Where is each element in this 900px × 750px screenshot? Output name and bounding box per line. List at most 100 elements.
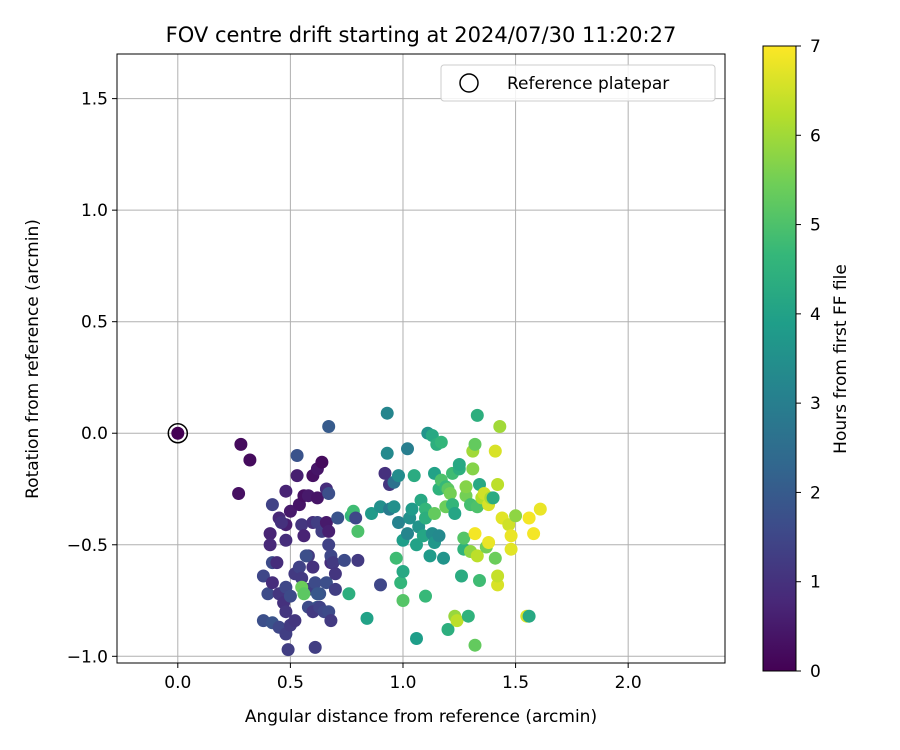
data-point <box>401 527 414 541</box>
data-point <box>443 487 457 500</box>
data-point <box>527 527 541 541</box>
chart-title: FOV centre drift starting at 2024/07/30 … <box>166 23 677 47</box>
data-point <box>387 500 401 514</box>
data-point <box>392 516 405 529</box>
data-point <box>337 553 351 567</box>
data-point <box>306 560 320 574</box>
data-point <box>290 449 304 462</box>
data-point <box>351 524 365 538</box>
data-point <box>297 587 311 601</box>
data-point <box>522 609 536 623</box>
data-point <box>310 587 324 601</box>
data-point <box>281 643 295 657</box>
legend-label: Reference platepar <box>507 74 669 94</box>
data-point <box>470 408 484 422</box>
data-point <box>455 569 468 583</box>
data-point <box>452 458 466 471</box>
colorbar-gradient <box>762 45 797 672</box>
colorbar-tick-label: 3 <box>810 394 821 414</box>
data-point <box>396 594 410 607</box>
y-tick-label: 0.0 <box>81 424 108 444</box>
data-point <box>401 442 414 456</box>
reference-marker-ring <box>167 422 189 444</box>
data-point <box>322 420 336 433</box>
data-point <box>374 578 387 592</box>
data-point <box>270 556 284 570</box>
data-point <box>396 565 410 578</box>
data-point <box>470 549 484 563</box>
colorbar-tick-label: 0 <box>810 662 821 682</box>
reference-marker-point <box>171 426 185 440</box>
data-point <box>263 527 277 541</box>
data-point <box>473 574 486 587</box>
data-point <box>279 484 293 498</box>
data-point <box>392 469 405 483</box>
data-point <box>351 553 365 567</box>
data-point <box>295 571 309 585</box>
data-point <box>274 516 288 529</box>
colorbar-tick-label: 4 <box>810 305 821 325</box>
data-point <box>299 549 313 563</box>
data-point <box>319 576 333 590</box>
colorbar-tick-label: 2 <box>810 483 821 503</box>
data-point <box>437 551 450 565</box>
data-point <box>482 536 496 549</box>
data-point <box>315 455 329 469</box>
data-point <box>234 437 248 451</box>
data-point <box>263 538 277 552</box>
plot-frame <box>116 53 726 664</box>
data-point <box>292 560 306 574</box>
data-point <box>279 533 293 547</box>
y-tick-label: −1.0 <box>67 647 108 667</box>
data-point <box>441 623 455 636</box>
data-point <box>365 507 378 520</box>
data-point <box>488 444 502 458</box>
data-point <box>349 511 363 525</box>
data-point <box>461 609 475 623</box>
data-point <box>322 524 336 538</box>
y-tick-label: −0.5 <box>67 536 108 556</box>
data-point <box>405 502 419 516</box>
x-tick-label: 0.0 <box>164 673 191 693</box>
y-tick-label: 0.5 <box>81 313 108 333</box>
data-point <box>488 551 502 565</box>
x-tick-label: 1.5 <box>502 673 529 693</box>
data-point <box>322 487 336 500</box>
data-point <box>328 582 342 596</box>
data-point <box>283 504 297 518</box>
data-point <box>389 551 403 565</box>
data-point <box>256 569 270 583</box>
data-point <box>428 507 441 520</box>
y-axis-ticks: −1.0 −0.5 0.0 0.5 1.0 1.5 <box>67 90 117 667</box>
data-point <box>279 605 293 619</box>
x-tick-label: 2.0 <box>615 673 642 693</box>
data-point <box>288 614 302 628</box>
grid-lines <box>117 54 725 663</box>
x-tick-label: 0.5 <box>277 673 304 693</box>
data-point <box>509 509 523 523</box>
data-point <box>290 469 304 483</box>
data-point <box>324 614 338 628</box>
data-point <box>295 518 309 532</box>
data-point <box>504 529 518 543</box>
data-point <box>486 491 500 505</box>
data-point <box>308 640 322 654</box>
data-point <box>331 511 345 525</box>
data-point <box>522 511 536 525</box>
data-point <box>491 478 505 491</box>
legend-box <box>440 64 716 102</box>
data-point <box>410 538 423 552</box>
data-point <box>265 498 279 512</box>
data-point <box>378 466 392 480</box>
data-point <box>360 611 374 625</box>
data-point <box>297 529 311 543</box>
x-axis-label: Angular distance from reference (arcmin) <box>245 707 597 727</box>
data-point <box>380 446 394 460</box>
data-point <box>410 632 423 645</box>
legend-marker-circle <box>459 73 479 93</box>
data-point <box>434 435 448 449</box>
data-point <box>310 491 324 505</box>
data-point <box>326 556 340 570</box>
colorbar-label: Hours from first FF file <box>831 264 851 454</box>
